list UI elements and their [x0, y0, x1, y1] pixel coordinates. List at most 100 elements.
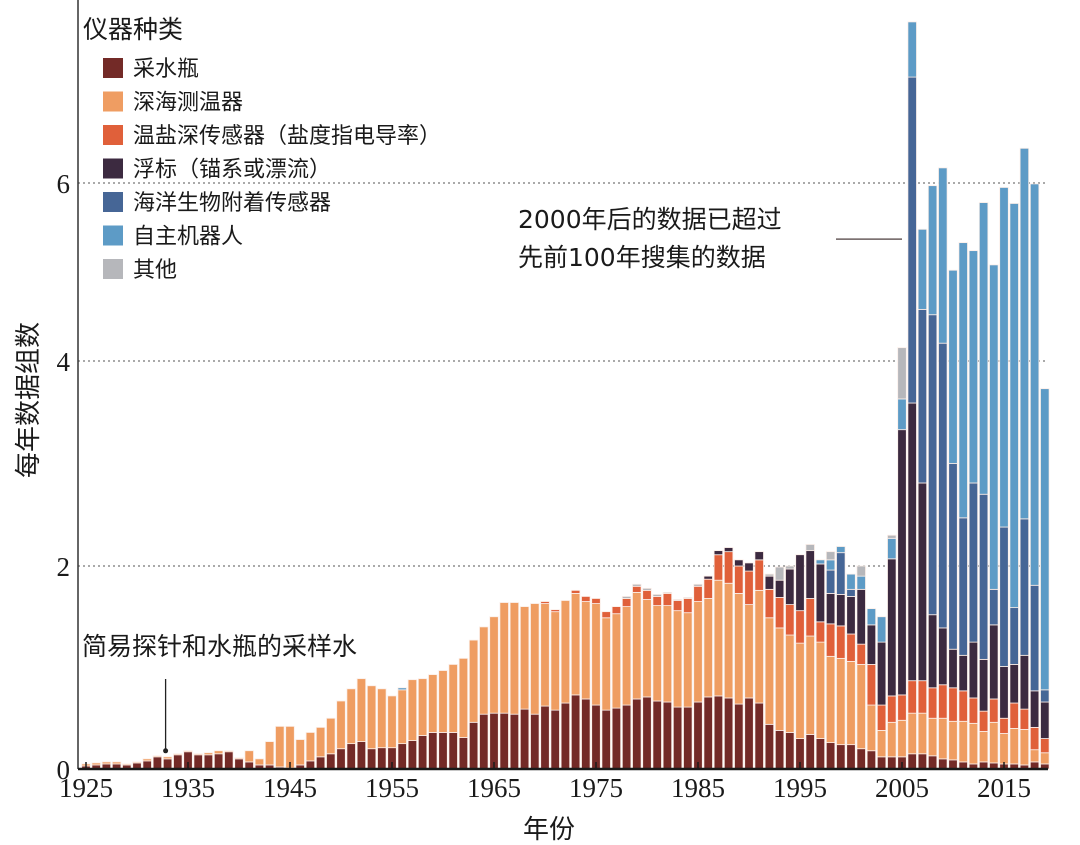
bar-1974-series-0	[581, 698, 591, 770]
bar-2013-series-3	[978, 658, 989, 712]
bar-2011-series-3	[958, 654, 968, 692]
bar-1962-series-0	[458, 737, 469, 770]
x-tick-label-1925: 1925	[59, 773, 113, 803]
bar-2012-series-1	[968, 722, 979, 765]
bar-stack-2012	[968, 250, 979, 770]
bar-1970-series-2	[540, 601, 550, 604]
bar-1952-series-1	[356, 678, 367, 742]
bar-1970-series-1	[540, 603, 550, 707]
bar-1993-series-2	[774, 597, 785, 629]
bar-2018-series-5	[1029, 183, 1040, 586]
bar-1947-series-1	[305, 732, 316, 762]
bar-2000-series-1	[846, 661, 856, 746]
bar-1985-series-0	[693, 701, 703, 770]
bar-2019-series-5	[1040, 388, 1050, 691]
legend-swatch-4	[103, 192, 123, 212]
bar-1952-series-0	[356, 741, 367, 770]
bar-2006-series-1	[907, 712, 917, 755]
x-tick-label-1935: 1935	[161, 773, 215, 803]
bar-2018-series-4	[1029, 584, 1040, 692]
bar-1967-series-1	[509, 602, 520, 715]
bar-stack-1951	[346, 688, 356, 770]
bar-2017-series-3	[1019, 654, 1030, 710]
bar-1935-series-1	[183, 750, 193, 753]
bar-1937-series-1	[203, 752, 214, 756]
bar-1965-series-1	[489, 616, 499, 714]
bar-1932-series-0	[152, 756, 163, 770]
bar-2007-series-5	[917, 228, 928, 310]
bar-2008-series-4	[927, 314, 938, 616]
bar-1973-series-2	[570, 589, 581, 594]
bar-1978-series-0	[621, 704, 632, 770]
bar-1996-series-0	[805, 734, 815, 770]
bar-1989-series-1	[734, 593, 744, 705]
x-tick-label-2015: 2015	[977, 773, 1031, 803]
bar-stack-1986	[703, 575, 713, 770]
y-tick-label-6: 6	[57, 169, 71, 199]
bar-2016-series-2	[1009, 702, 1019, 729]
bar-stack-1938	[213, 750, 224, 770]
bar-1938-series-0	[213, 753, 224, 770]
bar-stack-2004	[887, 534, 897, 770]
bar-2017-series-1	[1019, 729, 1030, 766]
bar-stack-1947	[305, 732, 316, 770]
bar-1951-series-1	[346, 688, 356, 745]
bar-2007-series-3	[917, 482, 928, 682]
bar-2014-series-4	[989, 588, 999, 626]
bar-stack-1966	[499, 602, 509, 770]
bar-stack-1969	[530, 603, 540, 770]
bar-2005-series-3	[897, 429, 907, 696]
bar-1996-series-1	[805, 635, 815, 735]
bar-2002-series-2	[866, 664, 877, 706]
bar-2007-series-1	[917, 712, 928, 755]
bar-stack-1953	[366, 685, 377, 770]
bar-1932-series-1	[152, 755, 163, 758]
bar-stack-2015	[999, 187, 1009, 770]
bar-1970-series-0	[540, 705, 550, 770]
bar-1984-series-1	[683, 612, 693, 708]
bar-1989-series-0	[734, 703, 744, 770]
bar-2006-series-0	[907, 753, 917, 770]
bar-stack-1970	[540, 601, 550, 770]
x-tick-label-1965: 1965	[467, 773, 521, 803]
bar-stack-2003	[876, 616, 887, 770]
bar-1958-series-1	[417, 678, 428, 736]
bar-1966-series-0	[499, 712, 509, 770]
bar-stack-1982	[662, 591, 673, 770]
bar-stack-1988	[723, 547, 734, 770]
bar-2005-series-5	[897, 398, 907, 431]
bar-2005-series-1	[897, 719, 907, 758]
bar-1969-series-1	[530, 603, 540, 715]
bar-1983-series-1	[672, 610, 683, 708]
bar-2002-series-3	[866, 624, 877, 665]
bar-1955-series-1	[387, 695, 397, 749]
bar-1986-series-2	[703, 578, 713, 599]
bar-1939-series-1	[224, 750, 234, 753]
bar-2007-series-2	[917, 680, 928, 714]
bar-1982-series-6	[662, 591, 673, 594]
bar-stack-2007	[917, 228, 928, 770]
bar-1933-series-0	[162, 758, 173, 770]
bar-1983-series-0	[672, 706, 683, 770]
bar-2000-series-5	[846, 573, 856, 590]
bar-2003-series-3	[876, 641, 887, 706]
bar-stack-1990	[744, 562, 754, 770]
legend-label-1: 深海测温器	[133, 91, 243, 116]
bar-1988-series-2	[723, 551, 734, 584]
bar-1976-series-0	[601, 709, 611, 770]
bar-stack-1994	[785, 565, 795, 770]
bar-stack-1948	[315, 726, 326, 770]
bar-2008-series-2	[927, 687, 938, 719]
bar-stack-2008	[927, 185, 938, 770]
bar-stack-1949	[326, 717, 336, 770]
bar-1986-series-3	[703, 575, 713, 580]
bar-1985-series-6	[693, 583, 703, 587]
bar-2009-series-5	[938, 167, 948, 344]
bar-1981-series-6	[652, 594, 662, 597]
bar-1994-series-6	[785, 565, 795, 570]
bar-1984-series-0	[683, 706, 693, 770]
bar-1942-series-1	[254, 758, 265, 766]
bar-2000-series-2	[846, 633, 856, 662]
bar-1998-series-5	[825, 559, 836, 571]
bar-2014-series-5	[989, 264, 999, 590]
